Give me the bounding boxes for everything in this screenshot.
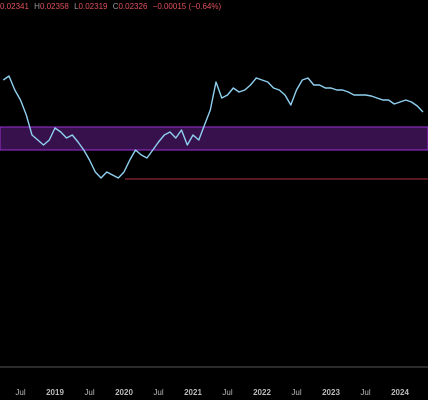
high-label: H xyxy=(34,2,40,11)
x-tick-label: 2023 xyxy=(322,388,340,397)
low-label: L xyxy=(74,2,79,11)
change-value: −0.00015 (−0.64%) xyxy=(153,2,222,11)
x-tick-label: Jul xyxy=(291,388,301,397)
x-tick-label: Jul xyxy=(222,388,232,397)
ohlc-header: 0.02341 H0.02358 L0.02319 C0.02326 −0.00… xyxy=(0,2,221,11)
close-value: 0.02326 xyxy=(118,2,147,11)
price-line xyxy=(2,75,424,179)
x-tick-label: Jul xyxy=(153,388,163,397)
x-tick-label: 2019 xyxy=(46,388,64,397)
close-label: C xyxy=(113,2,119,11)
x-tick-label: 2020 xyxy=(115,388,133,397)
x-tick-label: Jul xyxy=(84,388,94,397)
zone-band xyxy=(0,126,428,151)
low-value: 0.02319 xyxy=(79,2,108,11)
x-tick-label: 2024 xyxy=(391,388,409,397)
high-value: 0.02358 xyxy=(40,2,69,11)
open-value: 0.02341 xyxy=(0,2,29,11)
x-tick-label: Jul xyxy=(15,388,25,397)
x-tick-label: 2021 xyxy=(184,388,202,397)
x-tick-label: 2022 xyxy=(253,388,271,397)
x-tick-label: Jul xyxy=(360,388,370,397)
